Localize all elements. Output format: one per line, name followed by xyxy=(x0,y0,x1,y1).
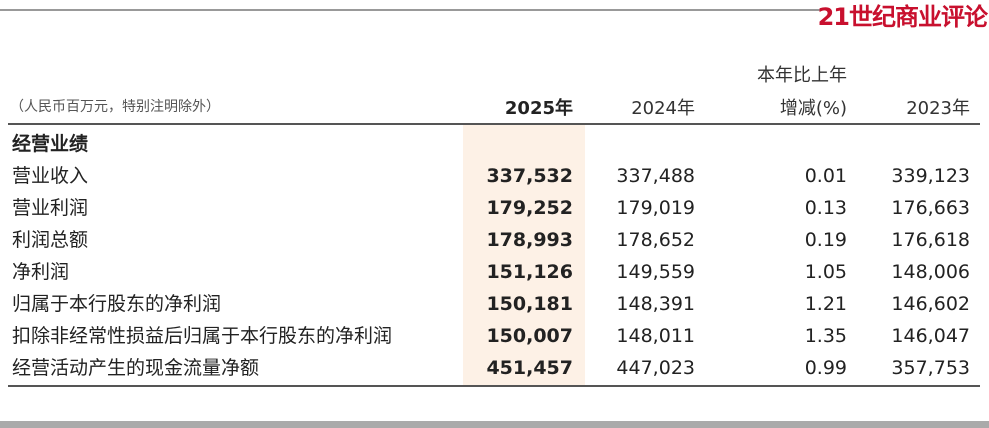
value-2024: 148,391 xyxy=(616,293,695,315)
value-2023: 176,663 xyxy=(891,197,970,219)
unit-note: （人民币百万元，特别注明除外） xyxy=(10,99,220,115)
bottom-band xyxy=(0,421,989,428)
value-2024: 337,488 xyxy=(616,165,695,187)
row-label: 经营活动产生的现金流量净额 xyxy=(12,357,260,379)
row-label: 净利润 xyxy=(12,261,70,283)
value-change: 0.13 xyxy=(804,197,847,219)
table-row: 经营活动产生的现金流量净额 451,457 447,023 0.99 357,753 xyxy=(0,352,989,384)
row-label: 营业利润 xyxy=(12,197,89,219)
value-2025: 150,007 xyxy=(486,325,573,347)
value-change: 0.01 xyxy=(804,165,847,187)
header-rule xyxy=(8,123,980,125)
value-change: 0.19 xyxy=(804,229,847,251)
header-change-line2: 增减(%) xyxy=(779,98,847,119)
value-2023: 148,006 xyxy=(891,261,970,283)
row-label: 利润总额 xyxy=(12,229,89,251)
value-2024: 178,652 xyxy=(616,229,695,251)
header-2025: 2025年 xyxy=(504,98,573,119)
header-2023: 2023年 xyxy=(906,98,970,119)
table-row: 营业收入 337,532 337,488 0.01 339,123 xyxy=(0,160,989,192)
value-2025: 150,181 xyxy=(486,293,573,315)
value-2023: 357,753 xyxy=(891,357,970,379)
table-row: 营业利润 179,252 179,019 0.13 176,663 xyxy=(0,192,989,224)
value-2023: 339,123 xyxy=(891,165,970,187)
value-2024: 179,019 xyxy=(616,197,695,219)
value-2025: 151,126 xyxy=(486,261,573,283)
section-row: 经营业绩 xyxy=(0,128,989,160)
value-2023: 146,047 xyxy=(891,325,970,347)
header-change-line1: 本年比上年 xyxy=(757,65,847,86)
top-rule xyxy=(0,9,822,11)
table-row: 利润总额 178,993 178,652 0.19 176,618 xyxy=(0,224,989,256)
logo: 21世纪商业评论 xyxy=(817,3,988,31)
value-2024: 148,011 xyxy=(616,325,695,347)
value-change: 0.99 xyxy=(804,357,847,379)
row-label: 归属于本行股东的净利润 xyxy=(12,293,222,315)
value-2024: 149,559 xyxy=(616,261,695,283)
table-row: 净利润 151,126 149,559 1.05 148,006 xyxy=(0,256,989,288)
value-2025: 179,252 xyxy=(486,197,573,219)
section-title: 经营业绩 xyxy=(12,133,89,155)
value-2024: 447,023 xyxy=(616,357,695,379)
value-change: 1.35 xyxy=(804,325,847,347)
row-label: 营业收入 xyxy=(12,165,89,187)
header-2024: 2024年 xyxy=(631,98,695,119)
row-label: 扣除非经常性损益后归属于本行股东的净利润 xyxy=(12,325,393,347)
value-change: 1.21 xyxy=(804,293,847,315)
bottom-rule xyxy=(8,385,980,387)
value-2025: 178,993 xyxy=(486,229,573,251)
highlight-2025-column xyxy=(463,125,585,387)
table-row: 扣除非经常性损益后归属于本行股东的净利润 150,007 148,011 1.35 14… xyxy=(0,320,989,352)
value-2023: 176,618 xyxy=(891,229,970,251)
value-2025: 451,457 xyxy=(486,357,573,379)
value-change: 1.05 xyxy=(804,261,847,283)
table-row: 归属于本行股东的净利润 150,181 148,391 1.21 146,602 xyxy=(0,288,989,320)
value-2025: 337,532 xyxy=(486,165,573,187)
value-2023: 146,602 xyxy=(891,293,970,315)
